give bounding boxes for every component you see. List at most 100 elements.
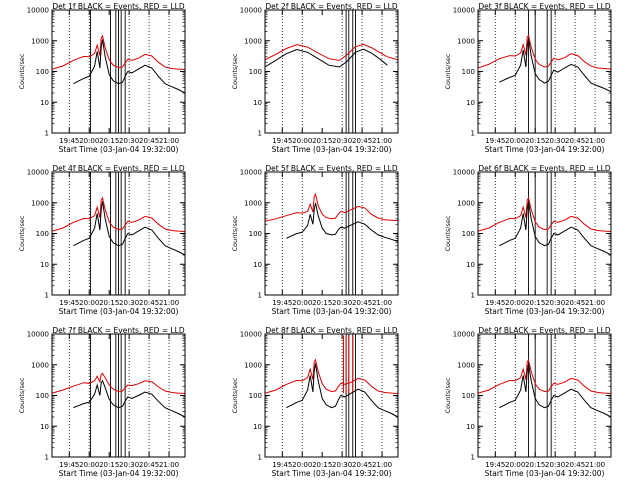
y-tick-label: 1 — [471, 130, 475, 138]
y-tick-label: 100 — [462, 392, 475, 400]
chart-title: Det 1f BLACK = Events, RED = LLD — [52, 2, 185, 11]
x-tick-label: 20:45 — [139, 461, 159, 469]
x-tick-label: 21:00 — [372, 299, 392, 307]
x-tick-label: 19:45 — [485, 299, 505, 307]
chart-panel: 1 10 100 1000 10000 19:45 20:00 20:15 20:30 20:45… — [231, 326, 399, 478]
x-tick-label: 20:15 — [99, 461, 119, 469]
y-tick-label: 10000 — [240, 169, 262, 177]
y-axis-label: Counts/sec — [18, 377, 26, 413]
x-tick-label: 20:30 — [545, 137, 565, 145]
x-tick-label: 20:30 — [545, 461, 565, 469]
chart-title: Det 6f BLACK = Events, RED = LLD — [478, 164, 611, 173]
y-tick-label: 100 — [249, 230, 262, 238]
y-tick-label: 1000 — [457, 199, 475, 207]
x-tick-label: 20:45 — [139, 299, 159, 307]
y-tick-label: 1000 — [244, 199, 262, 207]
x-axis-label: Start Time (03-Jan-04 19:32:00) — [59, 469, 179, 478]
x-tick-label: 20:00 — [79, 299, 99, 307]
events-series-line — [73, 39, 185, 94]
chart-title: Det 3f BLACK = Events, RED = LLD — [478, 2, 611, 11]
x-axis-label: Start Time (03-Jan-04 19:32:00) — [272, 469, 392, 478]
chart-panel: 1 10 100 1000 10000 19:45 20:00 20:15 20:30 20:45… — [444, 164, 612, 316]
x-tick-label: 20:00 — [79, 461, 99, 469]
y-tick-label: 100 — [249, 68, 262, 76]
x-tick-label: 20:15 — [312, 137, 332, 145]
x-tick-label: 20:00 — [505, 137, 525, 145]
plot-frame — [264, 9, 399, 134]
chart-panel: 1 10 100 1000 10000 19:45 20:00 20:15 20:30 20:45… — [231, 2, 399, 154]
events-series-line — [499, 38, 611, 93]
x-tick-label: 21:00 — [159, 299, 179, 307]
events-series-line — [499, 363, 611, 418]
x-axis-label: Start Time (03-Jan-04 19:32:00) — [59, 145, 179, 154]
x-tick-label: 20:45 — [565, 461, 585, 469]
x-tick-label: 19:45 — [485, 461, 505, 469]
chart-title: Det 8f BLACK = Events, RED = LLD — [265, 326, 398, 335]
y-tick-label: 1000 — [31, 361, 49, 369]
x-axis-label: Start Time (03-Jan-04 19:32:00) — [272, 145, 392, 154]
plot-frame — [264, 333, 399, 458]
y-axis-label: Counts/sec — [231, 377, 239, 413]
lld-series-line — [265, 192, 398, 222]
x-tick-label: 20:00 — [292, 461, 312, 469]
y-tick-label: 100 — [36, 392, 49, 400]
x-tick-label: 20:45 — [139, 137, 159, 145]
x-axis-label: Start Time (03-Jan-04 19:32:00) — [59, 307, 179, 316]
y-axis-label: Counts/sec — [18, 215, 26, 251]
x-tick-label: 21:00 — [372, 461, 392, 469]
x-tick-label: 21:00 — [372, 137, 392, 145]
chart-panel: 1 10 100 1000 10000 19:45 20:00 20:15 20:30 20:45… — [18, 164, 186, 316]
events-series-line — [286, 202, 398, 242]
chart-title: Det 2f BLACK = Events, RED = LLD — [265, 2, 398, 11]
x-tick-label: 20:15 — [312, 299, 332, 307]
x-tick-label: 20:45 — [565, 137, 585, 145]
y-axis-label: Counts/sec — [18, 53, 26, 89]
x-tick-label: 20:30 — [332, 137, 352, 145]
x-tick-label: 20:15 — [312, 461, 332, 469]
y-tick-label: 1000 — [244, 361, 262, 369]
y-tick-label: 10 — [466, 423, 475, 431]
y-tick-label: 1000 — [457, 361, 475, 369]
x-tick-label: 21:00 — [585, 461, 605, 469]
y-axis-label: Counts/sec — [444, 377, 452, 413]
x-tick-label: 20:30 — [332, 299, 352, 307]
lld-series-line — [52, 196, 185, 233]
x-tick-label: 20:30 — [119, 299, 139, 307]
chart-title: Det 7f BLACK = Events, RED = LLD — [52, 326, 185, 335]
x-tick-label: 20:45 — [352, 137, 372, 145]
chart-panel: 1 10 100 1000 10000 19:45 20:00 20:15 20:30 20:45… — [444, 2, 612, 154]
chart-panel: 1 10 100 1000 10000 19:45 20:00 20:15 20:30 20:45… — [231, 164, 399, 316]
x-tick-label: 19:45 — [59, 137, 79, 145]
y-tick-label: 10000 — [240, 331, 262, 339]
x-axis-label: Start Time (03-Jan-04 19:32:00) — [485, 145, 605, 154]
y-axis-label: Counts/sec — [444, 53, 452, 89]
y-tick-label: 10 — [466, 99, 475, 107]
y-tick-label: 10000 — [453, 331, 475, 339]
x-tick-label: 20:00 — [79, 137, 99, 145]
y-tick-label: 10 — [253, 261, 262, 269]
x-tick-label: 20:45 — [565, 299, 585, 307]
y-tick-label: 1000 — [31, 199, 49, 207]
chart-panel: 1 10 100 1000 10000 19:45 20:00 20:15 20:30 20:45… — [444, 326, 612, 478]
x-tick-label: 21:00 — [159, 137, 179, 145]
x-tick-label: 19:45 — [59, 461, 79, 469]
y-tick-label: 1000 — [31, 37, 49, 45]
chart-title: Det 9f BLACK = Events, RED = LLD — [478, 326, 611, 335]
y-tick-label: 1 — [258, 454, 262, 462]
events-series-line — [73, 201, 185, 256]
y-tick-label: 10000 — [27, 169, 49, 177]
x-tick-label: 20:30 — [545, 299, 565, 307]
x-tick-label: 20:00 — [292, 137, 312, 145]
y-tick-label: 1 — [45, 130, 49, 138]
y-tick-label: 100 — [36, 230, 49, 238]
lld-series-line — [265, 358, 398, 395]
x-axis-label: Start Time (03-Jan-04 19:32:00) — [272, 307, 392, 316]
plot-frame — [477, 9, 612, 134]
y-tick-label: 10 — [40, 99, 49, 107]
plot-frame — [477, 171, 612, 296]
x-tick-label: 19:45 — [272, 461, 292, 469]
y-tick-label: 10 — [40, 261, 49, 269]
y-tick-label: 1 — [45, 292, 49, 300]
x-tick-label: 21:00 — [159, 461, 179, 469]
